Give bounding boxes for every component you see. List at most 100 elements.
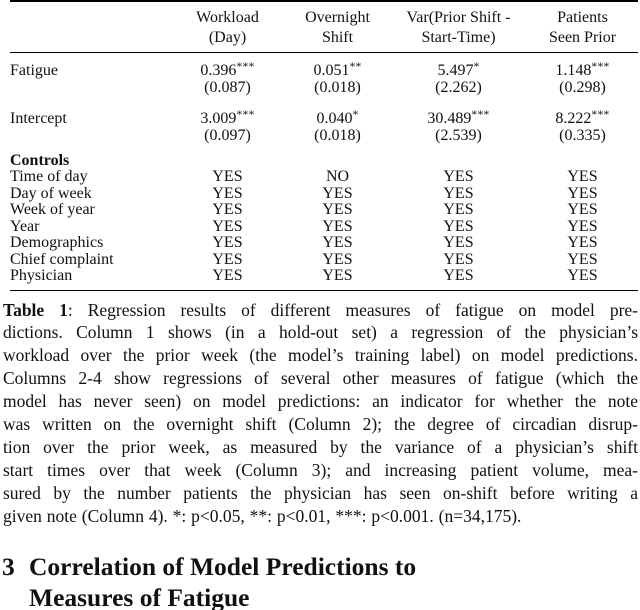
- section-heading: 3 Correlation of Model Predictions to Me…: [2, 551, 640, 610]
- column-header-line2: (Day): [208, 29, 247, 46]
- control-value: YES: [212, 201, 243, 218]
- coefficient-value: 3.009***: [200, 109, 255, 127]
- control-label: Time of day: [10, 168, 88, 185]
- significance-stars: ***: [591, 109, 610, 121]
- caption-line: Table 1: Regression results of different…: [3, 299, 638, 320]
- row-label-empty: [10, 79, 170, 96]
- column-header-line1: Overnight: [305, 9, 370, 26]
- header-empty-cell: [10, 1, 170, 53]
- controls-header-row: Controls: [10, 144, 638, 169]
- caption-label: Table 1: [3, 299, 68, 320]
- control-value: YES: [567, 184, 598, 202]
- control-value: YES: [567, 267, 598, 284]
- control-label: Week of year: [10, 201, 95, 218]
- control-row: Time of day YES NO YES YES: [10, 168, 638, 186]
- standard-error-value: (2.262): [435, 79, 482, 96]
- control-value: YES: [567, 168, 598, 185]
- caption-line: given note (Column 4). *: p<0.05, **: p<…: [3, 505, 522, 526]
- coefficient-value: 0.396***: [200, 61, 255, 79]
- caption-line: workload over the prior week (the model’…: [3, 345, 638, 366]
- significance-stars: ***: [236, 61, 255, 73]
- significance-stars: *: [352, 109, 359, 121]
- control-row: Physician YES YES YES YES: [10, 267, 638, 290]
- table-header: Workload (Day) Overnight Shift Var(Prior Shi…: [10, 1, 638, 53]
- control-value: YES: [322, 217, 353, 235]
- row-label: Intercept: [10, 110, 67, 127]
- coefficient-row: Intercept 3.009*** 0.040* 30.489*** 8.222***: [10, 96, 638, 127]
- section-title-line1: Correlation of Model Predictions to: [29, 551, 417, 581]
- control-value: YES: [212, 234, 243, 251]
- standard-error-row: (0.097) (0.018) (2.539) (0.335): [10, 127, 638, 144]
- control-label: Day of week: [10, 184, 92, 202]
- column-header-line2: Shift: [321, 29, 354, 46]
- control-value: YES: [443, 201, 474, 218]
- control-value: YES: [567, 250, 598, 268]
- standard-error-row: (0.087) (0.018) (2.262) (0.298): [10, 79, 638, 96]
- table-body: Fatigue 0.396*** 0.051** 5.497* 1.148*** (0.0…: [10, 53, 638, 291]
- significance-stars: *: [473, 61, 480, 73]
- coefficient-value: 30.489***: [427, 109, 490, 127]
- column-header-line2: Start-Time): [421, 29, 496, 46]
- control-row: Day of week YES YES YES YES: [10, 184, 638, 203]
- column-header-line1: Workload: [196, 9, 259, 26]
- control-value: YES: [567, 201, 598, 218]
- table-caption: Table 1: Regression results of different…: [3, 299, 638, 528]
- control-value: YES: [322, 250, 353, 268]
- control-value: YES: [443, 184, 474, 202]
- control-value: YES: [322, 184, 353, 202]
- column-header-line1: Patients: [557, 9, 608, 26]
- standard-error-value: (0.087): [204, 79, 251, 96]
- column-header: Var(Prior Shift - Start-Time): [390, 1, 527, 53]
- control-row: Chief complaint YES YES YES YES: [10, 250, 638, 269]
- coefficient-value: 8.222***: [555, 109, 610, 127]
- caption-line: model has never seen) on model predictio…: [3, 391, 638, 412]
- coefficient-value: 1.148***: [555, 61, 610, 79]
- control-value: NO: [325, 168, 350, 185]
- control-value: YES: [322, 234, 353, 251]
- section-title: Correlation of Model Predictions to Meas…: [29, 551, 640, 610]
- caption-line: tion over the prior week, as measured by…: [3, 436, 638, 457]
- control-row: Week of year YES YES YES YES: [10, 201, 638, 219]
- standard-error-value: (2.539): [435, 127, 482, 144]
- coefficient-row: Fatigue 0.396*** 0.051** 5.497* 1.148***: [10, 53, 638, 80]
- control-value: YES: [443, 168, 474, 185]
- row-label-empty: [10, 127, 170, 144]
- caption-line: was written on the overnight shift (Colu…: [3, 414, 638, 435]
- control-value: YES: [443, 267, 474, 284]
- controls-header-label: Controls: [10, 152, 70, 169]
- table-header-row: Workload (Day) Overnight Shift Var(Prior Shi…: [10, 1, 638, 53]
- control-value: YES: [322, 201, 353, 218]
- standard-error-value: (0.298): [559, 79, 606, 96]
- column-header: Patients Seen Prior: [527, 1, 638, 53]
- control-value: YES: [212, 250, 243, 268]
- column-header: Overnight Shift: [285, 1, 390, 53]
- significance-stars: **: [349, 61, 362, 73]
- caption-line: dictions. Column 1 shows (in a hold-out …: [3, 322, 638, 343]
- section-number: 3: [2, 551, 15, 581]
- control-value: YES: [443, 250, 474, 268]
- control-value: YES: [567, 217, 598, 235]
- significance-stars: ***: [236, 109, 255, 121]
- section-title-line2: Measures of Fatigue: [29, 582, 250, 610]
- column-header-line2: Seen Prior: [548, 29, 617, 46]
- control-value: YES: [443, 234, 474, 251]
- standard-error-value: (0.018): [314, 127, 361, 144]
- caption-line: start times over that week (Column 3); a…: [3, 459, 638, 480]
- caption-line: Columns 2-4 show regressions of several …: [3, 368, 638, 389]
- standard-error-value: (0.335): [559, 127, 606, 144]
- control-value: YES: [212, 168, 243, 185]
- control-row: Demographics YES YES YES YES: [10, 234, 638, 252]
- control-value: YES: [443, 217, 474, 235]
- standard-error-value: (0.018): [314, 79, 361, 96]
- control-label: Year: [10, 217, 40, 235]
- regression-table: Workload (Day) Overnight Shift Var(Prior Shi…: [10, 0, 638, 291]
- caption-line: sured by the number patients the physici…: [3, 482, 638, 503]
- column-header-line1: Var(Prior Shift -: [406, 9, 511, 26]
- control-label: Physician: [10, 267, 73, 284]
- control-value: YES: [212, 184, 243, 202]
- control-value: YES: [567, 234, 598, 251]
- control-row: Year YES YES YES YES: [10, 217, 638, 236]
- significance-stars: ***: [471, 109, 490, 121]
- coefficient-value: 5.497*: [437, 61, 480, 79]
- control-label: Chief complaint: [10, 250, 114, 268]
